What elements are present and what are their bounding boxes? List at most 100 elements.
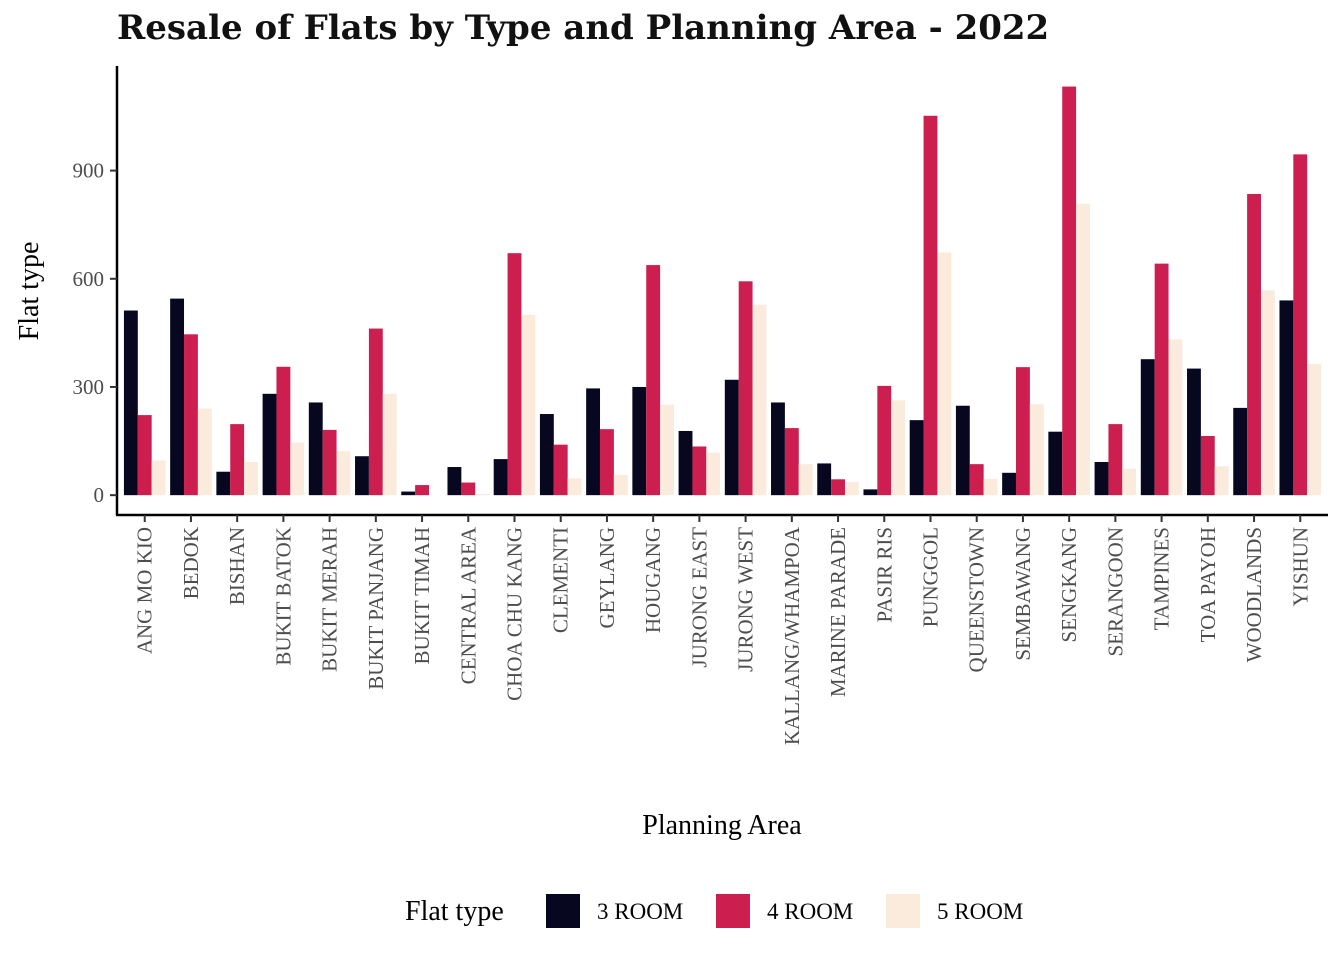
bar bbox=[1122, 468, 1137, 496]
bar bbox=[1168, 339, 1183, 496]
x-tick-label: CHOA CHU KANG bbox=[503, 527, 527, 701]
bar bbox=[539, 414, 554, 496]
bar bbox=[863, 489, 878, 496]
bar bbox=[447, 467, 462, 496]
bar bbox=[244, 461, 258, 496]
x-tick-label: BUKIT PANJANG bbox=[364, 527, 388, 690]
bar bbox=[771, 402, 785, 496]
bar bbox=[1279, 300, 1294, 496]
bar bbox=[752, 304, 767, 496]
bar bbox=[493, 459, 508, 496]
x-tick-label: KALLANG/WHAMPOA bbox=[780, 526, 804, 745]
legend-swatch bbox=[716, 894, 750, 928]
bar bbox=[1260, 290, 1275, 496]
x-tick-label: JURONG EAST bbox=[687, 527, 711, 668]
y-tick-label: 300 bbox=[73, 375, 105, 399]
x-tick-label: BUKIT BATOK bbox=[271, 527, 295, 666]
bar bbox=[706, 452, 721, 496]
bar bbox=[1016, 367, 1030, 496]
bar bbox=[151, 460, 166, 496]
y-axis-title: Flat type bbox=[14, 242, 45, 341]
axes-layer: 0 300 600 900 ANG MO KIO BEDOK BISHAN BUKIT BAT… bbox=[73, 66, 1328, 745]
x-tick-label: BUKIT MERAH bbox=[318, 527, 342, 672]
bar bbox=[909, 420, 924, 496]
bar bbox=[844, 482, 859, 496]
bar bbox=[1200, 436, 1215, 496]
x-tick-label: PASIR RIS bbox=[872, 527, 896, 623]
bar bbox=[831, 479, 845, 496]
x-tick-label: YISHUN bbox=[1288, 527, 1312, 606]
bar bbox=[553, 444, 568, 496]
bar bbox=[137, 415, 152, 496]
bar bbox=[646, 265, 661, 496]
x-tick-label: ANG MO KIO bbox=[133, 527, 157, 654]
x-tick-label: MARINE PARADE bbox=[826, 527, 850, 697]
bar bbox=[1062, 86, 1077, 496]
y-tick-label: 0 bbox=[94, 483, 105, 507]
bar bbox=[322, 429, 337, 496]
legend-title: Flat type bbox=[405, 896, 504, 927]
bar bbox=[1140, 359, 1155, 496]
x-tick-label: TOA PAYOH bbox=[1196, 527, 1220, 642]
bar bbox=[507, 253, 522, 496]
bar bbox=[1029, 404, 1044, 496]
bar bbox=[461, 482, 476, 496]
bar bbox=[262, 393, 277, 496]
x-tick-label: PUNGGOL bbox=[919, 527, 943, 627]
bar bbox=[923, 115, 938, 496]
bars-layer bbox=[123, 86, 1322, 496]
x-tick-label: CLEMENTI bbox=[549, 527, 573, 633]
bar bbox=[415, 485, 429, 496]
bar bbox=[290, 442, 305, 496]
bar bbox=[1307, 363, 1322, 496]
x-tick-label: BISHAN bbox=[225, 527, 249, 605]
bar bbox=[1094, 461, 1109, 496]
bar bbox=[678, 430, 693, 496]
bar bbox=[308, 402, 323, 496]
x-tick-label: HOUGANG bbox=[641, 527, 665, 633]
legend-label: 3 ROOM bbox=[597, 899, 683, 924]
bar bbox=[1293, 154, 1308, 496]
bar bbox=[784, 428, 799, 496]
bar bbox=[170, 298, 185, 496]
bar bbox=[586, 388, 601, 496]
legend-swatch bbox=[546, 894, 580, 928]
bar bbox=[567, 478, 582, 496]
bar bbox=[1048, 431, 1063, 496]
bar bbox=[738, 281, 753, 496]
bar bbox=[1108, 424, 1123, 496]
x-tick-label: WOODLANDS bbox=[1242, 527, 1266, 662]
bar bbox=[276, 366, 291, 496]
bar bbox=[216, 471, 231, 496]
bar bbox=[969, 464, 984, 496]
bar bbox=[817, 463, 832, 496]
bar bbox=[197, 408, 212, 496]
bar bbox=[1154, 263, 1169, 496]
bar bbox=[937, 252, 952, 496]
bar bbox=[401, 491, 416, 496]
bar bbox=[1233, 407, 1248, 496]
bar bbox=[521, 314, 536, 496]
bar bbox=[613, 474, 628, 496]
bar bbox=[184, 334, 198, 496]
bar bbox=[230, 424, 245, 496]
x-tick-label: SENGKANG bbox=[1057, 527, 1081, 643]
x-axis-title: Planning Area bbox=[642, 810, 802, 841]
bar bbox=[1002, 472, 1017, 496]
x-tick-label: BEDOK bbox=[179, 527, 203, 599]
bar bbox=[1247, 194, 1261, 496]
x-tick-label: SERANGOON bbox=[1103, 527, 1127, 657]
bar bbox=[600, 429, 614, 496]
bar bbox=[336, 451, 351, 496]
legend: Flat type 3 ROOM 4 ROOM 5 ROOM bbox=[405, 894, 1023, 928]
bar bbox=[368, 328, 383, 496]
legend-swatch bbox=[886, 894, 920, 928]
x-tick-label: JURONG WEST bbox=[734, 527, 758, 672]
x-tick-label: SEMBAWANG bbox=[1011, 527, 1035, 661]
bar bbox=[355, 456, 369, 496]
bar bbox=[692, 446, 707, 496]
y-tick-label: 900 bbox=[73, 159, 105, 183]
bar bbox=[632, 386, 647, 496]
